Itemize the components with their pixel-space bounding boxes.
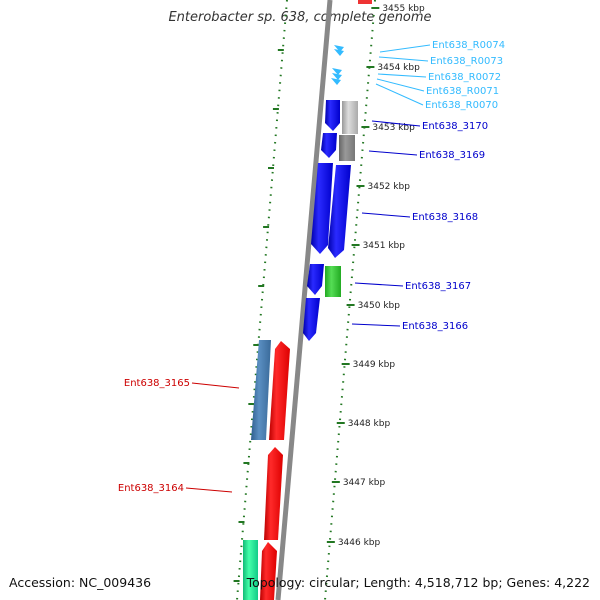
feature-label[interactable]: Ent638_3165	[124, 378, 190, 389]
kbp-tick-label: 3450 kbp	[358, 301, 401, 311]
kbp-tick-label: 3452 kbp	[368, 182, 411, 192]
feature-label[interactable]: Ent638_3166	[402, 321, 468, 332]
feature-label[interactable]: Ent638_3170	[422, 121, 488, 132]
feature-leader-line	[351, 323, 401, 327]
gene-ent638-3165-arrow[interactable]	[269, 341, 290, 440]
gene-ent638-3164-arrow[interactable]	[264, 447, 283, 540]
rna-feature-arrow	[334, 49, 344, 56]
gene-teal-block[interactable]	[243, 540, 258, 600]
gene-ent638-3168-arrow-left[interactable]	[311, 163, 333, 254]
accession-label: Accession: NC_009436	[9, 575, 152, 590]
feature-leader-line	[368, 150, 418, 156]
inner-dotted-border	[236, 0, 288, 600]
gene-grey-block[interactable]	[342, 101, 358, 134]
feature-label[interactable]: Ent638_R0074	[432, 40, 505, 51]
feature-leader-line	[378, 56, 429, 62]
gene-red-partial-arrow[interactable]	[260, 542, 277, 600]
feature-label[interactable]: Ent638_3169	[419, 150, 485, 161]
feature-label[interactable]: Ent638_R0071	[426, 86, 499, 97]
gene-ent638-3167-arrow[interactable]	[307, 264, 324, 295]
feature-leader-line	[354, 282, 404, 287]
partial-red-gene[interactable]	[358, 0, 372, 4]
map-title: Enterobacter sp. 638, complete genome	[168, 10, 432, 25]
rna-feature-arrow	[332, 68, 342, 75]
kbp-tick-label: 3447 kbp	[343, 478, 386, 488]
rna-feature-group[interactable]	[331, 45, 344, 85]
kbp-tick-label: 3449 kbp	[353, 360, 396, 370]
feature-label[interactable]: Ent638_R0072	[428, 72, 501, 83]
feature-leader-line	[371, 120, 421, 127]
gene-ent638-3169-arrow[interactable]	[321, 133, 337, 158]
kbp-tick-label: 3451 kbp	[363, 241, 406, 251]
kbp-tick-label: 3455 kbp	[382, 4, 425, 14]
kbp-tick-label: 3453 kbp	[372, 123, 415, 133]
gene-ent638-3165-steel-block[interactable]	[251, 340, 271, 440]
feature-label[interactable]: Ent638_R0070	[425, 100, 498, 111]
feature-leader-line	[377, 73, 427, 78]
feature-label[interactable]: Ent638_3164	[118, 483, 184, 494]
gene-dark-grey-block[interactable]	[339, 135, 355, 161]
feature-label[interactable]: Ent638_3168	[412, 212, 478, 223]
kbp-tick-label: 3454 kbp	[377, 63, 420, 73]
gene-ent638-3170-arrow[interactable]	[325, 100, 340, 131]
feature-leader-line	[185, 487, 233, 493]
rna-feature-arrow	[332, 73, 342, 80]
feature-leader-line	[379, 44, 431, 53]
gene-green-block[interactable]	[325, 266, 341, 297]
kbp-tick-label: 3448 kbp	[348, 419, 391, 429]
genome-summary: Topology: circular; Length: 4,518,712 bp…	[246, 575, 590, 590]
gene-ent638-3168-arrow-right[interactable]	[328, 165, 351, 258]
feature-leader-line	[361, 212, 411, 218]
kbp-tick-label: 3446 kbp	[338, 538, 381, 548]
gene-ent638-3166-arrow[interactable]	[303, 298, 320, 341]
outer-dotted-border	[324, 0, 376, 600]
feature-label[interactable]: Ent638_3167	[405, 281, 471, 292]
feature-leader-line	[376, 78, 425, 92]
feature-label[interactable]: Ent638_R0073	[430, 56, 503, 67]
feature-leader-line	[375, 83, 424, 106]
backbone-line	[275, 0, 333, 600]
feature-leader-line	[191, 382, 240, 389]
rna-feature-arrow	[334, 45, 344, 52]
rna-feature-arrow	[331, 78, 341, 85]
